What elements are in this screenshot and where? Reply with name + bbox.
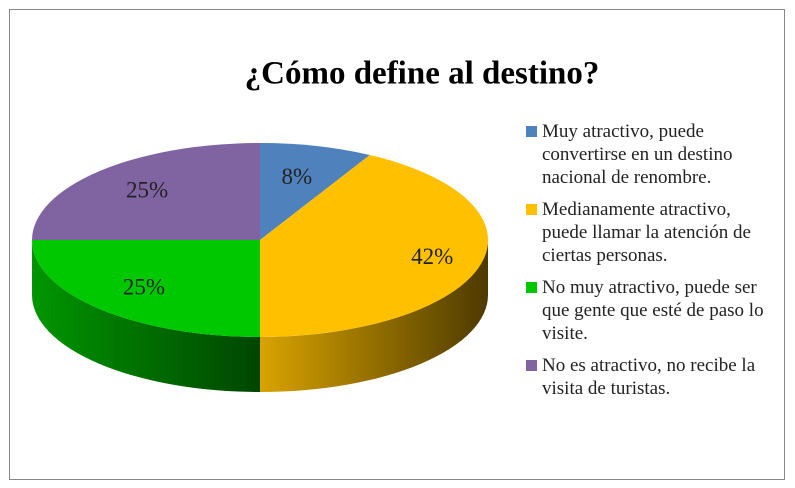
chart-title: ¿Cómo define al destino? [245,56,600,92]
legend-swatch [526,126,537,137]
legend-item: Muy atractivo, puede convertirse en un d… [526,120,776,189]
legend-swatch [526,282,537,293]
legend-swatch [526,204,537,215]
legend-label: Muy atractivo, puede convertirse en un d… [542,121,733,188]
data-label: 8% [282,164,313,189]
data-label: 25% [123,275,165,300]
slice [260,154,488,337]
slice [260,143,370,240]
legend: Muy atractivo, puede convertirse en un d… [526,120,776,409]
slice-side [32,240,260,392]
legend-item: No muy atractivo, puede ser que gente qu… [526,276,776,345]
slice [32,143,260,240]
legend-item: Medianamente atractivo, puede llamar la … [526,198,776,267]
legend-label: Medianamente atractivo, puede llamar la … [542,199,751,266]
legend-item: No es atractivo, no recibe la visita de … [526,354,776,400]
slice [32,240,260,337]
legend-swatch [526,360,537,371]
slice-side [260,240,488,392]
data-label: 42% [411,244,453,269]
legend-label: No muy atractivo, puede ser que gente qu… [542,277,764,344]
data-label: 25% [126,177,168,202]
legend-label: No es atractivo, no recibe la visita de … [542,355,756,399]
